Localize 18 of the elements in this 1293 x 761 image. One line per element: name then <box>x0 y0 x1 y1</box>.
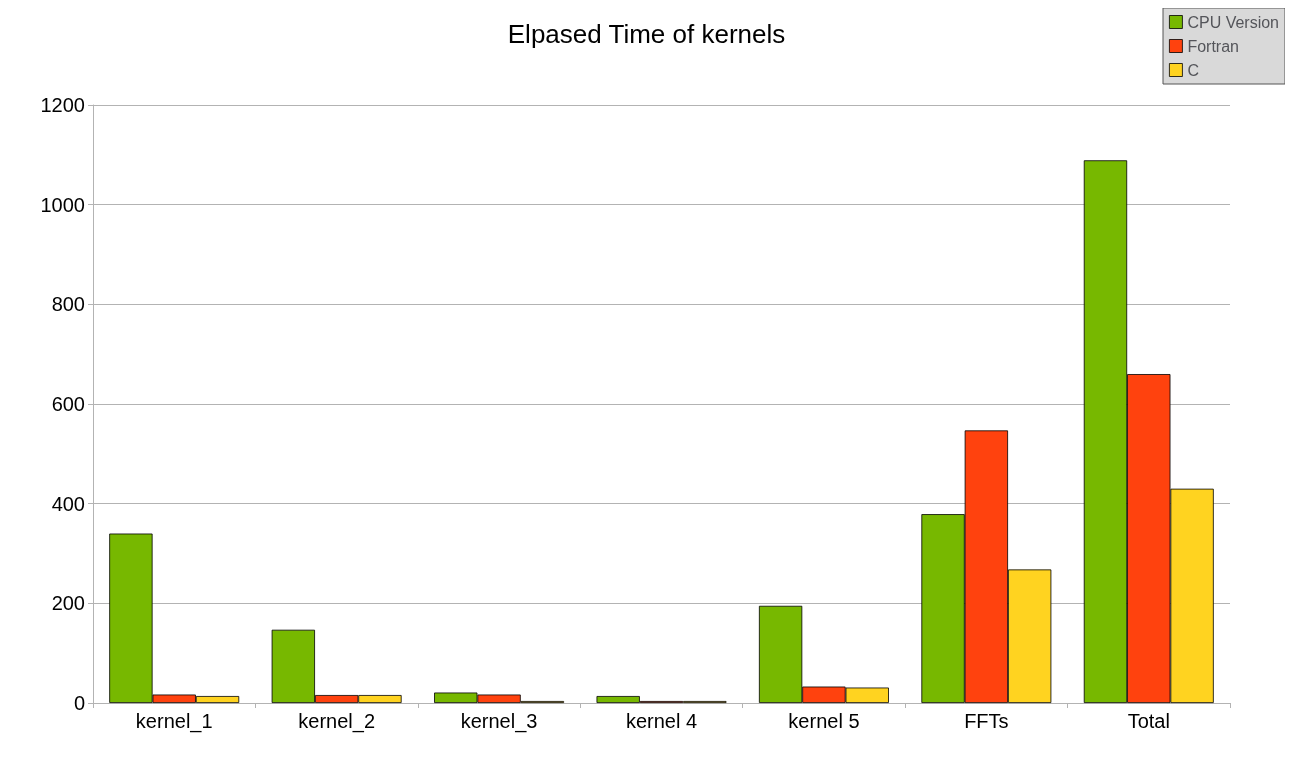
x-tick-label: kernel 4 <box>625 710 698 732</box>
chart-title: Elpased Time of kernels <box>507 19 786 49</box>
legend-label: Fortran <box>1187 37 1239 55</box>
x-tick-label: kernel_1 <box>135 710 213 733</box>
x-tick-label: kernel 5 <box>788 710 860 732</box>
y-tick-label: 200 <box>51 592 85 615</box>
x-tick-label: kernel_3 <box>460 710 538 733</box>
y-tick-label: 800 <box>51 293 85 316</box>
y-tick-label: 1200 <box>40 94 85 116</box>
y-tick-label: 600 <box>51 393 85 415</box>
x-tick-label: kernel_2 <box>298 710 375 733</box>
y-tick-label: 1000 <box>40 193 85 216</box>
legend-label: CPU Version <box>1187 13 1279 31</box>
legend-label: C <box>1187 61 1199 79</box>
x-tick-label: FFTs <box>964 710 1009 732</box>
x-tick-label: Total <box>1127 710 1170 732</box>
y-tick-label: 0 <box>73 692 85 714</box>
y-tick-label: 400 <box>51 492 85 515</box>
